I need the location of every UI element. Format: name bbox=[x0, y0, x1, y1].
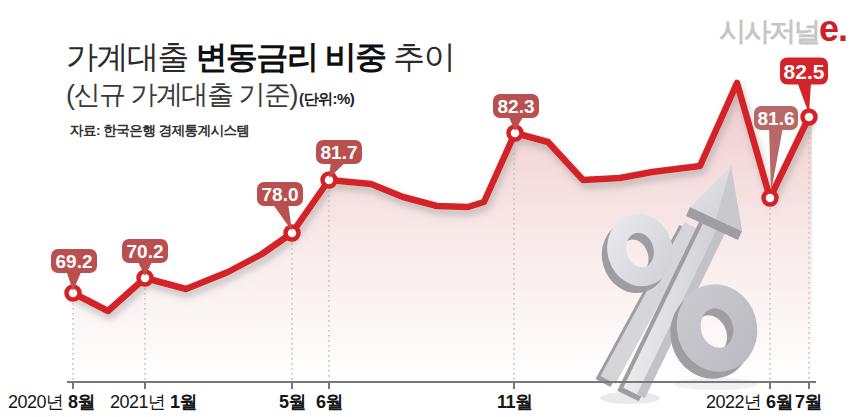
unit-note: (단위:%) bbox=[299, 90, 354, 107]
page-title: 가계대출 변동금리 비중 추이 bbox=[66, 36, 454, 80]
svg-text:81.7: 81.7 bbox=[321, 142, 358, 163]
svg-text:82.5: 82.5 bbox=[784, 60, 825, 83]
x-axis-label: 2022년 6월 bbox=[706, 390, 793, 414]
logo-gray-text: 시사저널 bbox=[719, 17, 819, 47]
logo-red-text: e. bbox=[819, 8, 847, 49]
x-axis-label: 2021년 1월 bbox=[110, 390, 197, 414]
x-axis-label: 2020년 8월 bbox=[8, 390, 95, 414]
source-note: 자료: 한국은행 경제통계시스템 bbox=[70, 122, 250, 140]
chart-subtitle: (신규 가계대출 기준)(단위:%) bbox=[66, 77, 354, 113]
svg-text:82.3: 82.3 bbox=[498, 96, 535, 117]
x-axis-label: 5월 bbox=[279, 390, 306, 414]
brand-logo: 시사저널e. bbox=[719, 8, 847, 50]
x-axis-label: 6월 bbox=[316, 390, 343, 414]
svg-text:78.0: 78.0 bbox=[262, 184, 299, 205]
x-axis-label: 7월 bbox=[795, 390, 822, 414]
svg-text:81.6: 81.6 bbox=[758, 108, 795, 129]
infographic: 69.2 70.2 78.0 81.7 82.3 81.6 82.5 가계대출 변동금리 비… bbox=[0, 0, 860, 417]
svg-text:70.2: 70.2 bbox=[127, 241, 164, 262]
x-axis-label: 11월 bbox=[497, 390, 533, 414]
svg-text:69.2: 69.2 bbox=[56, 251, 93, 272]
